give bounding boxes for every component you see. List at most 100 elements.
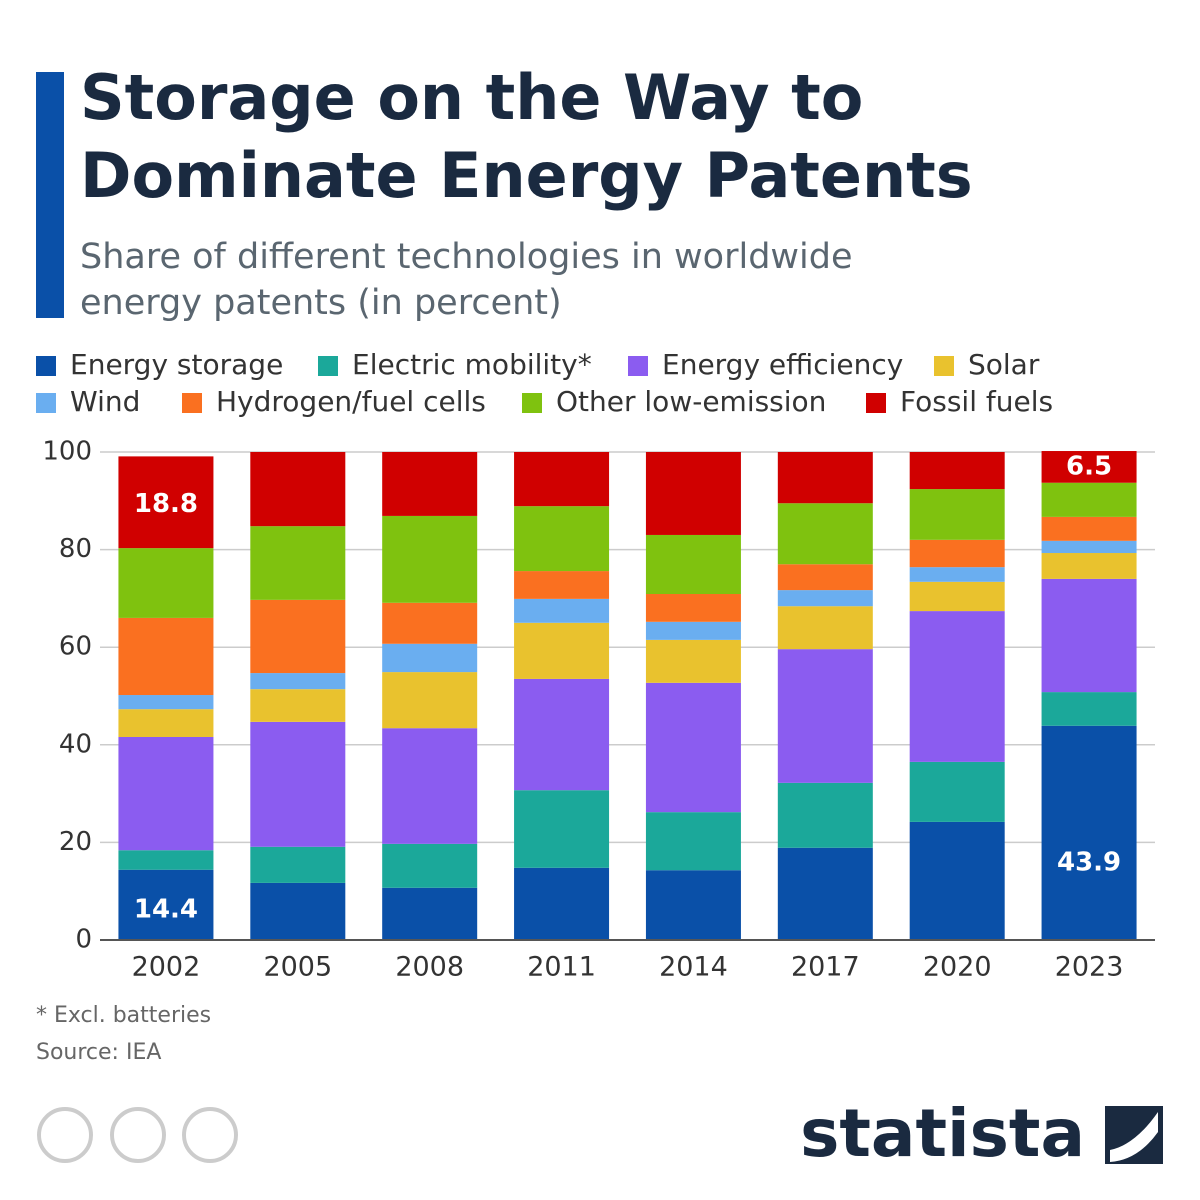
bar-segment <box>382 515 478 603</box>
bar-segment <box>645 870 741 940</box>
subtitle: energy patents (in percent) <box>80 283 562 323</box>
bar-segment <box>1041 516 1137 541</box>
y-tick-label: 0 <box>75 925 92 955</box>
bar-segment <box>118 736 214 851</box>
bar-segment <box>514 867 610 940</box>
x-tick-label: 2011 <box>527 952 596 983</box>
bar-segment <box>909 821 1005 940</box>
bar-segment <box>777 782 873 848</box>
x-tick-label: 2005 <box>263 952 332 983</box>
y-tick-label: 80 <box>59 534 92 564</box>
bar-segment <box>514 506 610 572</box>
bar-segment <box>250 846 346 883</box>
bar-segment <box>1041 540 1137 554</box>
bar-segment <box>777 606 873 650</box>
x-tick-label: 2014 <box>659 952 728 983</box>
bar-segment <box>645 682 741 813</box>
data-label: 14.4 <box>134 895 198 925</box>
bar-segment <box>909 581 1005 612</box>
bar-segment <box>514 622 610 679</box>
legend-swatch <box>318 356 338 376</box>
bar-segment <box>514 790 610 868</box>
x-tick-label: 2020 <box>923 952 992 983</box>
legend-swatch <box>522 393 542 413</box>
bar-segment <box>909 452 1005 490</box>
bar-segment <box>250 599 346 674</box>
legend-swatch <box>934 356 954 376</box>
bar-segment <box>382 728 478 844</box>
bar-segment <box>382 843 478 888</box>
title-accent <box>36 72 64 318</box>
brand-logo: statista <box>800 1095 1085 1172</box>
bar-segment <box>1041 692 1137 726</box>
bar-segment <box>514 598 610 623</box>
bar-segment <box>250 673 346 690</box>
bar-segment <box>250 452 346 527</box>
legend-label: Other low-emission <box>556 385 826 418</box>
bar-segment <box>382 672 478 729</box>
bar-segment <box>645 621 741 640</box>
bar-segment <box>118 617 214 696</box>
bar-segment <box>250 882 346 940</box>
y-tick-label: 100 <box>42 437 92 467</box>
bar-segment <box>382 643 478 673</box>
bar-segment <box>777 564 873 591</box>
bar-segment <box>645 812 741 871</box>
bar-segment <box>514 571 610 599</box>
y-tick-label: 60 <box>59 632 92 662</box>
footnote: * Excl. batteries <box>36 1003 211 1028</box>
bar-segment <box>1041 725 1137 940</box>
legend-label: Solar <box>968 348 1040 381</box>
bar-segment <box>118 695 214 710</box>
bar-segment <box>777 847 873 940</box>
legend-label: Energy efficiency <box>662 348 903 381</box>
bar-segment <box>250 721 346 847</box>
data-label: 18.8 <box>134 489 198 519</box>
bar-segment <box>514 452 610 507</box>
legend-label: Electric mobility* <box>352 348 592 381</box>
bar-segment <box>118 850 214 870</box>
subtitle: Share of different technologies in world… <box>80 237 853 277</box>
legend-swatch <box>36 356 56 376</box>
chart-title: Dominate Energy Patents <box>80 139 973 212</box>
legend-label: Energy storage <box>70 348 283 381</box>
legend-swatch <box>866 393 886 413</box>
chart-title: Storage on the Way to <box>80 61 863 134</box>
bar-segment <box>777 452 873 504</box>
bar-segment <box>118 548 214 618</box>
bar-segment <box>382 452 478 516</box>
bar-segment <box>645 639 741 683</box>
bar-segment <box>645 452 741 535</box>
x-tick-label: 2017 <box>791 952 860 983</box>
legend-swatch <box>182 393 202 413</box>
legend-swatch <box>628 356 648 376</box>
bar-segment <box>909 761 1005 822</box>
y-tick-label: 40 <box>59 729 92 759</box>
bar-segment <box>777 503 873 565</box>
bar-segment <box>777 590 873 607</box>
bar-segment <box>645 534 741 595</box>
source: Source: IEA <box>36 1040 161 1065</box>
bar-segment <box>909 489 1005 540</box>
bar-segment <box>118 709 214 737</box>
data-label: 6.5 <box>1066 451 1112 481</box>
x-tick-label: 2002 <box>132 952 201 983</box>
bar-segment <box>514 678 610 791</box>
legend-label: Hydrogen/fuel cells <box>216 385 486 418</box>
bar-segment <box>645 594 741 622</box>
bar-segment <box>382 602 478 644</box>
bar-segment <box>909 567 1005 582</box>
data-label: 43.9 <box>1057 847 1121 877</box>
bar-segment <box>1041 482 1137 517</box>
bar-segment <box>250 526 346 600</box>
legend-label: Wind <box>70 385 140 418</box>
bar-segment <box>382 887 478 940</box>
bar-segment <box>909 611 1005 762</box>
bar-segment <box>909 539 1005 568</box>
x-tick-label: 2023 <box>1055 952 1124 983</box>
x-tick-label: 2008 <box>395 952 464 983</box>
bar-segment <box>1041 578 1137 693</box>
bar-segment <box>1041 451 1137 483</box>
license-icons <box>37 1107 238 1163</box>
